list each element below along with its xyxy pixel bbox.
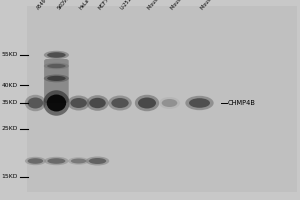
Ellipse shape bbox=[189, 98, 210, 108]
Ellipse shape bbox=[44, 157, 68, 165]
Ellipse shape bbox=[28, 98, 43, 108]
Ellipse shape bbox=[47, 52, 66, 58]
Ellipse shape bbox=[68, 96, 90, 110]
Ellipse shape bbox=[159, 97, 180, 109]
Ellipse shape bbox=[44, 51, 69, 59]
Ellipse shape bbox=[162, 99, 177, 107]
Ellipse shape bbox=[70, 98, 87, 108]
Text: 40KD: 40KD bbox=[2, 83, 18, 88]
Text: CHMP4B: CHMP4B bbox=[228, 100, 256, 106]
Ellipse shape bbox=[68, 157, 89, 165]
Text: 25KD: 25KD bbox=[2, 127, 18, 132]
Ellipse shape bbox=[44, 63, 69, 69]
Text: U-251MG: U-251MG bbox=[120, 0, 139, 10]
Ellipse shape bbox=[47, 76, 66, 81]
Text: Mouse heart: Mouse heart bbox=[147, 0, 171, 10]
Ellipse shape bbox=[25, 95, 46, 111]
Ellipse shape bbox=[28, 158, 43, 164]
Text: HeLa: HeLa bbox=[79, 0, 91, 10]
Text: Mouse skeletal muscle: Mouse skeletal muscle bbox=[200, 0, 240, 10]
Ellipse shape bbox=[43, 90, 70, 116]
Ellipse shape bbox=[47, 95, 66, 112]
Ellipse shape bbox=[111, 98, 129, 108]
Text: Mouse brain: Mouse brain bbox=[169, 0, 193, 10]
Ellipse shape bbox=[86, 95, 109, 111]
Ellipse shape bbox=[135, 95, 159, 111]
Ellipse shape bbox=[44, 74, 69, 82]
Ellipse shape bbox=[108, 96, 132, 110]
Text: 55KD: 55KD bbox=[2, 52, 18, 58]
Text: 15KD: 15KD bbox=[2, 174, 18, 180]
FancyBboxPatch shape bbox=[44, 59, 69, 103]
Text: SKOV3: SKOV3 bbox=[56, 0, 71, 10]
Ellipse shape bbox=[185, 96, 214, 110]
Ellipse shape bbox=[71, 158, 86, 164]
Ellipse shape bbox=[89, 98, 106, 108]
Text: A549: A549 bbox=[35, 0, 47, 10]
Text: MCF7: MCF7 bbox=[98, 0, 110, 10]
Ellipse shape bbox=[86, 156, 109, 166]
Text: 35KD: 35KD bbox=[2, 100, 18, 106]
Ellipse shape bbox=[138, 98, 156, 108]
Ellipse shape bbox=[25, 157, 46, 165]
Ellipse shape bbox=[47, 158, 65, 164]
Ellipse shape bbox=[47, 64, 66, 68]
Ellipse shape bbox=[89, 158, 106, 164]
